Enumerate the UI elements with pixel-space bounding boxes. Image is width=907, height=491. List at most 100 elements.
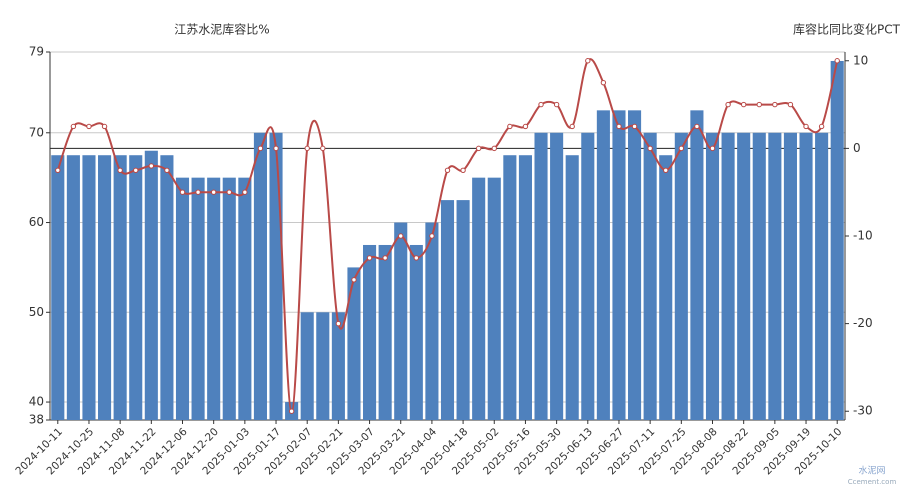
- line-marker: [507, 123, 513, 130]
- bar: [752, 132, 766, 420]
- line-marker: [226, 189, 232, 195]
- bar: [175, 177, 190, 420]
- line-marker: [787, 101, 794, 108]
- y2-tick-label: -20: [853, 316, 873, 330]
- bar: [144, 150, 158, 421]
- line-marker: [429, 233, 435, 239]
- bar: [581, 132, 595, 420]
- line-marker: [647, 145, 653, 152]
- watermark: 水泥网: [858, 465, 885, 477]
- bar: [596, 110, 610, 420]
- line-marker: [288, 408, 295, 414]
- bar: [409, 244, 423, 420]
- y-tick-label: 40: [29, 395, 44, 409]
- line-marker: [55, 167, 61, 173]
- line-marker: [444, 167, 451, 173]
- line-marker: [569, 123, 575, 130]
- bar: [347, 267, 361, 420]
- bar: [363, 244, 377, 420]
- line-marker: [460, 167, 466, 173]
- line-marker: [491, 145, 497, 152]
- line-marker: [86, 123, 92, 130]
- bar: [425, 222, 439, 420]
- line-marker: [803, 123, 809, 130]
- line-marker: [320, 145, 326, 152]
- bar: [487, 177, 501, 420]
- line-marker: [195, 189, 201, 195]
- bar: [394, 222, 408, 420]
- bar: [160, 155, 174, 420]
- bar: [191, 177, 205, 420]
- bar: [269, 132, 283, 420]
- y-tick-label: 70: [29, 125, 44, 139]
- line-marker: [398, 233, 404, 239]
- bar: [550, 132, 564, 420]
- y-tick-label: 50: [29, 305, 44, 319]
- bar: [238, 177, 252, 420]
- line-marker: [709, 145, 716, 152]
- line-marker: [663, 167, 669, 173]
- y-tick-label: 38: [29, 413, 44, 427]
- line-marker: [273, 145, 279, 152]
- line-marker: [133, 167, 139, 173]
- bar: [815, 132, 829, 420]
- line-marker: [834, 58, 840, 64]
- bar: [534, 132, 548, 420]
- bar: [113, 155, 127, 420]
- y2-tick-label: 0: [853, 141, 861, 155]
- bar: [565, 155, 579, 420]
- line-marker: [351, 277, 357, 283]
- bar: [674, 132, 688, 420]
- bar: [721, 132, 735, 420]
- line-marker: [366, 255, 373, 261]
- bar: [253, 132, 267, 420]
- line-marker: [553, 101, 560, 108]
- bar: [628, 110, 642, 420]
- bar: [82, 155, 96, 420]
- y2-tick-label: 10: [853, 53, 868, 67]
- bar: [331, 312, 345, 420]
- line-marker: [475, 145, 482, 152]
- line-marker: [725, 101, 731, 108]
- line-marker: [740, 101, 747, 108]
- line-marker: [772, 101, 778, 108]
- left-axis-title: 江苏水泥库容比%: [174, 22, 269, 37]
- bar: [737, 132, 751, 420]
- line-marker: [522, 123, 529, 130]
- bar: [799, 132, 813, 420]
- bar: [456, 200, 470, 420]
- line-marker: [538, 101, 544, 108]
- y-tick-label: 60: [29, 215, 44, 229]
- bar: [612, 110, 626, 420]
- line-marker: [101, 123, 108, 130]
- y2-tick-label: -10: [853, 229, 873, 243]
- bar: [98, 155, 112, 420]
- line-marker: [70, 123, 77, 130]
- bar: [300, 312, 314, 420]
- bar: [66, 155, 80, 420]
- line-marker: [335, 320, 342, 327]
- bar: [659, 155, 673, 420]
- bar: [783, 132, 797, 420]
- bar: [690, 110, 704, 420]
- bar: [472, 177, 486, 420]
- line-marker: [694, 123, 700, 130]
- bar: [129, 155, 143, 420]
- line-marker: [257, 145, 264, 152]
- line-marker: [678, 145, 685, 152]
- watermark: Ccement.com: [848, 478, 897, 486]
- line-marker: [616, 123, 622, 130]
- line-marker: [382, 255, 388, 261]
- bar: [316, 312, 330, 420]
- bar: [705, 132, 720, 420]
- line-marker: [179, 189, 186, 195]
- bar: [378, 244, 392, 420]
- bar: [518, 155, 532, 420]
- line-marker: [818, 123, 825, 130]
- bar: [440, 200, 455, 420]
- line-marker: [631, 123, 638, 130]
- line-marker: [164, 167, 170, 173]
- line-marker: [756, 101, 762, 108]
- line-marker: [210, 189, 217, 195]
